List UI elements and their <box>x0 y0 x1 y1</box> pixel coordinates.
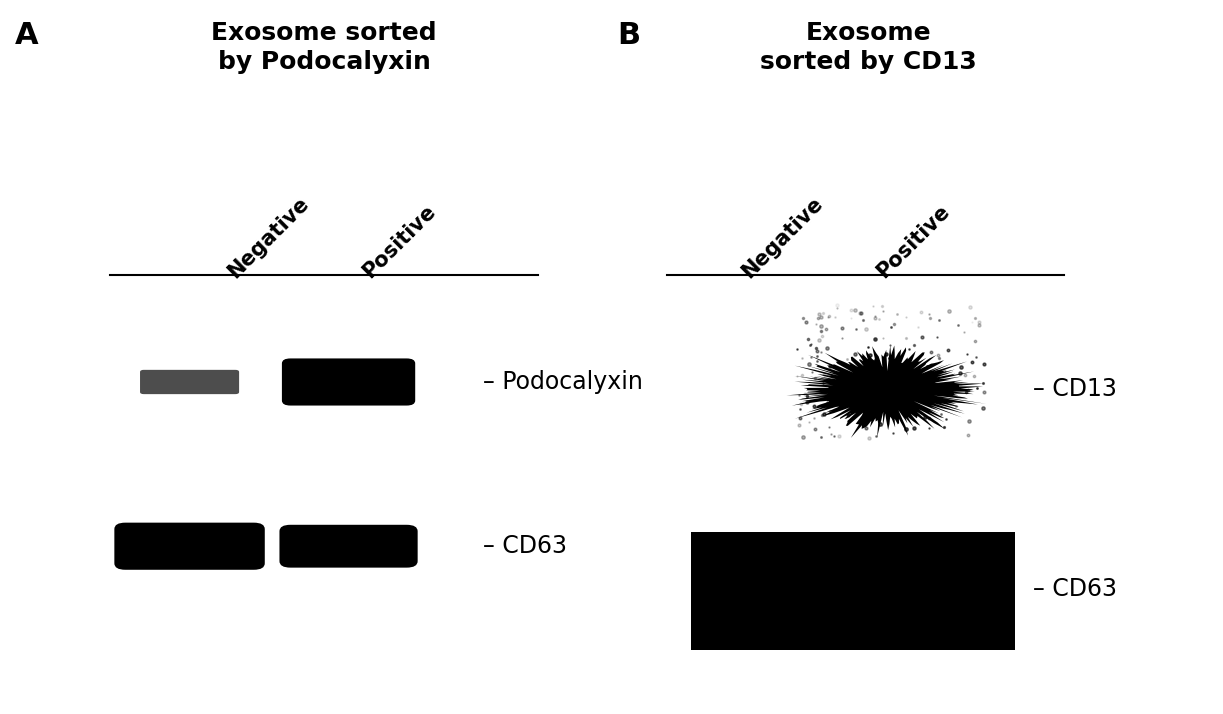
Text: Exosome sorted
by Podocalyxin: Exosome sorted by Podocalyxin <box>212 21 437 74</box>
Text: – CD13: – CD13 <box>1033 377 1118 401</box>
Text: A: A <box>15 21 38 51</box>
FancyBboxPatch shape <box>139 370 240 394</box>
Polygon shape <box>786 346 987 438</box>
Text: Negative: Negative <box>224 193 313 282</box>
FancyBboxPatch shape <box>279 525 418 568</box>
Text: – Podocalyxin: – Podocalyxin <box>483 370 643 394</box>
Text: B: B <box>618 21 641 51</box>
Text: – CD63: – CD63 <box>1033 577 1118 601</box>
Text: Positive: Positive <box>358 201 439 282</box>
Text: Exosome
sorted by CD13: Exosome sorted by CD13 <box>759 21 977 74</box>
Text: Positive: Positive <box>872 201 953 282</box>
Text: Negative: Negative <box>737 193 827 282</box>
FancyBboxPatch shape <box>281 358 415 406</box>
Text: – CD63: – CD63 <box>483 534 567 558</box>
FancyBboxPatch shape <box>115 523 265 570</box>
Bar <box>691 532 1015 650</box>
